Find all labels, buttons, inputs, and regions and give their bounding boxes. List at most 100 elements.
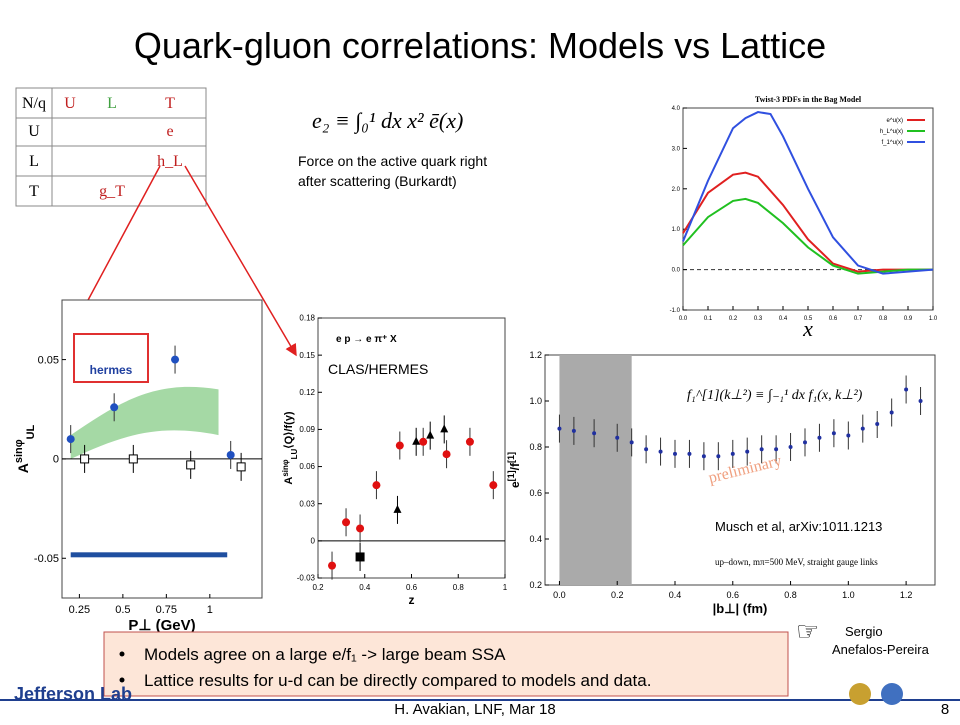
data-point (128, 454, 138, 464)
y-axis-label-part: A (283, 477, 295, 485)
x-tick-label: 0.75 (156, 604, 177, 616)
y-tick-label: 0 (311, 537, 316, 546)
model-band (70, 386, 219, 459)
citation: Musch et al, arXiv:1011.1213 (715, 519, 882, 534)
table-cell: N/q (22, 95, 46, 112)
table-frame (15, 87, 207, 207)
plot-bag: 0.0 0.1 0.2 0.3 0.4 0.5 0.6 0.7 0.8 0.9 1.0 -1.0 0.0… (670, 95, 938, 341)
pointer-icon: ☞ (796, 616, 819, 646)
y-tick-label: 2.0 (672, 187, 681, 193)
panel-label: CLAS/HERMES (328, 361, 428, 377)
y-tick-label: 0.05 (38, 354, 59, 366)
x-tick-label: 0.1 (704, 316, 713, 322)
bullet-dot (119, 651, 125, 657)
bullet-text: Lattice results for u-d can be directly … (144, 671, 651, 690)
x-tick-label: 0.8 (453, 583, 465, 592)
data-point (465, 437, 474, 446)
page-number: 8 (941, 701, 949, 718)
y-tick-label: 0.15 (299, 351, 315, 360)
twist-table: N/q U L TU eL h_LT g_T (15, 87, 207, 207)
legend-label: h_L^u(x) (880, 129, 903, 135)
y-axis-label-part: [1] (506, 470, 516, 481)
table-cell: L (29, 153, 39, 170)
x-tick-label: 0.5 (804, 316, 813, 322)
x-tick-label: 0.3 (754, 316, 763, 322)
data-point (745, 449, 750, 454)
credit: Sergio (845, 624, 883, 639)
y-tick-label: 0.09 (299, 425, 315, 434)
x-tick-label: 0.7 (854, 316, 863, 322)
y-tick-label: 1.0 (529, 396, 542, 406)
table-cell: U (64, 95, 76, 112)
x-tick-label: 0.2 (729, 316, 738, 322)
data-point (831, 431, 836, 436)
x-tick-label: 1 (503, 583, 508, 592)
note: Force on the active quark right (298, 153, 487, 169)
table-cell: e (166, 123, 173, 140)
y-tick-label: 0.6 (529, 488, 542, 498)
x-tick-label: 0.4 (669, 590, 682, 600)
y-tick-label: 0.12 (299, 388, 315, 397)
y-axis-label-part: sinφ (281, 459, 290, 477)
note: after scattering (Burkardt) (298, 173, 457, 189)
lab-logo (881, 683, 903, 705)
formula: e₂ ≡ ∫₀¹ dx x² ē(x) (312, 108, 463, 134)
data-point (592, 431, 597, 436)
y-tick-label: 0.03 (299, 499, 315, 508)
data-point (171, 355, 180, 364)
x-tick-label: 0.6 (829, 316, 838, 322)
plot-title: Twist-3 PDFs in the Bag Model (755, 95, 862, 104)
y-axis-label-part: LU (290, 448, 299, 459)
data-point (342, 518, 351, 527)
x-tick-label: 1.0 (842, 590, 855, 600)
x-tick-label: 0.25 (69, 604, 90, 616)
data-point (440, 424, 449, 433)
shaded-region (559, 355, 632, 585)
plot-hermes: 0.25 0.5 0.75 1 -0.05 0 0.05 P⊥ (GeV) AsinφUL her… (13, 299, 263, 634)
y-tick-label: -1.0 (670, 308, 681, 314)
data-point (629, 440, 634, 445)
arrow (184, 165, 297, 357)
bullet-dot (119, 677, 125, 683)
data-point (372, 481, 381, 490)
data-point (687, 451, 692, 456)
data-point (716, 454, 721, 459)
data-point (393, 504, 402, 513)
data-point (442, 450, 451, 459)
x-axis-label: x (802, 316, 813, 341)
x-tick-label: 0.8 (784, 590, 797, 600)
y-axis-label: AsinφUL (13, 424, 37, 473)
x-axis-label: z (409, 593, 415, 607)
y-tick-label: -0.05 (34, 553, 59, 565)
y-axis-label-part: A (15, 463, 31, 473)
data-point (846, 433, 851, 438)
data-point (489, 481, 498, 490)
plot-frame (317, 317, 506, 579)
data-point (658, 449, 663, 454)
table-cell: L (107, 95, 117, 112)
y-axis-label-part: [1] (506, 452, 516, 463)
formula-box (685, 373, 885, 411)
data-point (644, 447, 649, 452)
bullet-box (103, 631, 789, 697)
x-axis-label: P⊥ (GeV) (128, 617, 195, 634)
data-point (557, 426, 562, 431)
y-tick-label: 3.0 (672, 146, 681, 152)
y-axis-label-part: UL (25, 424, 37, 439)
x-tick-label: 0.4 (359, 583, 371, 592)
plot-clas: 0.2 0.4 0.6 0.8 1 -0.03 0 0.03 0.06 0.09 0.12 0.15 0… (281, 314, 508, 607)
data-point (412, 436, 421, 445)
data-point (66, 435, 75, 444)
data-point (701, 454, 706, 459)
plots: 0.0 0.1 0.2 0.3 0.4 0.5 0.6 0.7 0.8 0.9 1.0 -1.0 0.0… (13, 95, 938, 634)
x-tick-label: 0.4 (779, 316, 788, 322)
curve (682, 171, 933, 273)
table-cell: T (165, 95, 175, 112)
caption: up–down, mπ=500 MeV, straight gauge link… (715, 557, 878, 567)
data-point (774, 447, 779, 452)
y-axis-label-part: e (508, 481, 522, 488)
y-axis-label-part: ⟨Q⟩/f(y) (283, 411, 295, 449)
data-point (788, 445, 793, 449)
x-tick-label: 0.6 (406, 583, 418, 592)
